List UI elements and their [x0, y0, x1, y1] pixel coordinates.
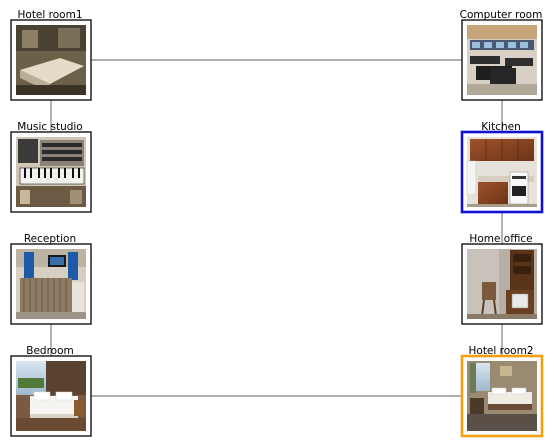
node-bedroom: Bedroom: [10, 345, 92, 437]
node-label-home-office: Home office: [469, 233, 532, 245]
node-reception: Reception: [10, 233, 92, 325]
node-label-hotel-room1: Hotel room1: [18, 9, 83, 21]
reception-thumbnail: [16, 249, 86, 319]
node-hotel-room2: Hotel room2: [460, 345, 544, 438]
hotel-room2-thumbnail: [467, 361, 537, 431]
home-office-thumbnail: [467, 249, 537, 319]
music-studio-thumbnail: [16, 137, 86, 207]
bedroom-thumbnail: [16, 361, 86, 431]
node-label-computer-room: Computer room: [460, 9, 543, 21]
computer-room-thumbnail: [467, 25, 537, 95]
node-label-music-studio: Music studio: [17, 121, 82, 133]
node-hotel-room1: Hotel room1: [10, 9, 92, 101]
node-computer-room: Computer room: [460, 9, 543, 101]
node-label-reception: Reception: [24, 233, 76, 245]
node-home-office: Home office: [461, 233, 543, 325]
node-label-bedroom: Bedroom: [26, 345, 74, 357]
hotel-room1-thumbnail: [16, 25, 86, 95]
node-label-hotel-room2: Hotel room2: [469, 345, 534, 357]
node-music-studio: Music studio: [10, 121, 92, 213]
node-kitchen: Kitchen: [460, 121, 544, 214]
kitchen-thumbnail: [466, 137, 537, 207]
node-label-kitchen: Kitchen: [481, 121, 520, 133]
edges-layer: [50, 59, 503, 397]
